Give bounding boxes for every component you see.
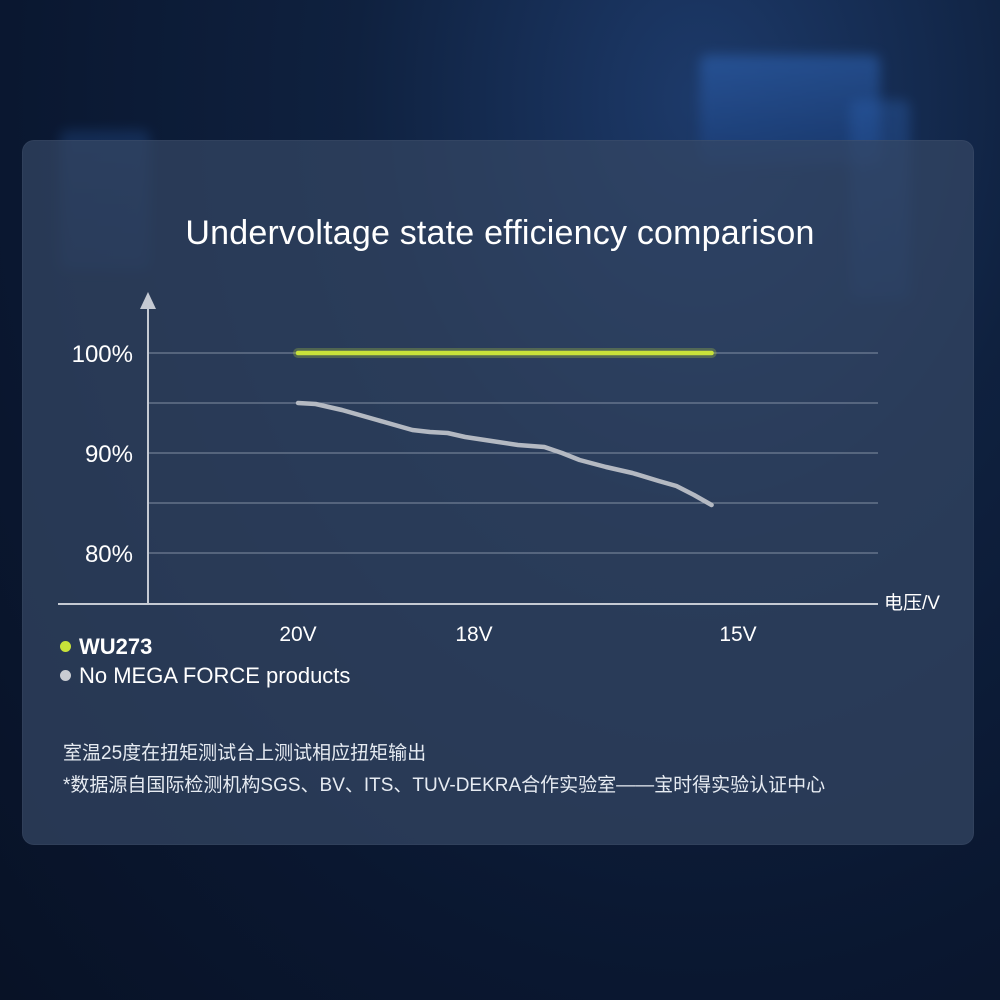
series-line-no-mega-force <box>295 400 714 508</box>
y-tick-label: 90% <box>85 441 133 468</box>
legend-item-wu273: WU273 <box>60 634 152 660</box>
chart-title: Undervoltage state efficiency comparison <box>185 214 815 252</box>
legend-label: No MEGA FORCE products <box>79 663 351 688</box>
legend-dot-icon <box>60 669 71 681</box>
x-axis-label: 电压/V <box>884 592 940 614</box>
footnote-test-conditions: 室温25度在扭矩测试台上测试相应扭矩输出 <box>63 743 427 764</box>
x-tick-label: 20V <box>279 623 316 646</box>
tick-layer: 100% 90% 80% 20V 18V 15V <box>72 341 757 646</box>
y-axis-arrow <box>140 292 156 309</box>
y-tick-label: 100% <box>72 341 133 368</box>
legend-label: WU273 <box>79 634 153 659</box>
x-tick-label: 18V <box>455 623 492 646</box>
legend-dot-icon <box>60 640 71 652</box>
series-layer <box>293 348 717 508</box>
axis-layer <box>58 292 878 605</box>
x-tick-label: 15V <box>719 623 756 646</box>
y-tick-label: 80% <box>85 541 133 568</box>
legend-item-no-mega-force: No MEGA FORCE products <box>60 663 350 689</box>
footnote-data-source: *数据源自国际检测机构SGS、BV、ITS、TUV-DEKRA合作实验室——宝时… <box>63 775 826 796</box>
chart-panel <box>22 140 974 845</box>
grid-layer <box>148 352 878 554</box>
